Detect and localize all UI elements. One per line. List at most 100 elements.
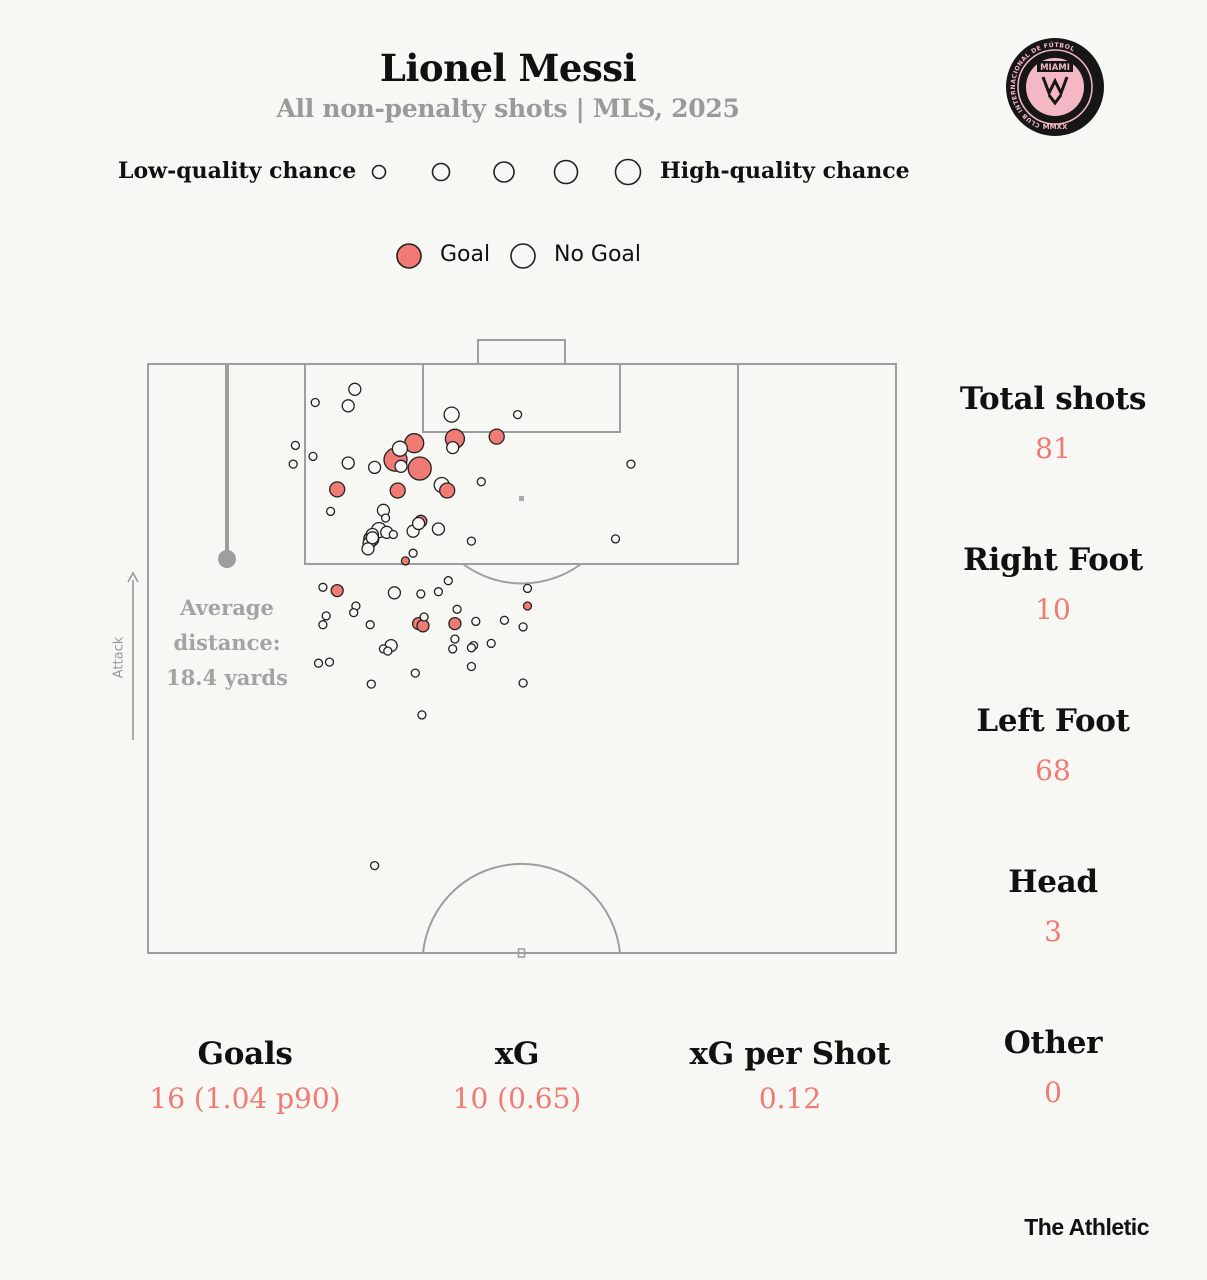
shot-nogoal-marker	[361, 542, 375, 556]
shot-nogoal-marker	[341, 456, 355, 470]
low-quality-label: Low-quality chance	[118, 158, 357, 184]
shot-nogoal-marker	[290, 440, 301, 451]
shot-nogoal-marker	[443, 406, 460, 423]
left-foot-value: 68	[1035, 754, 1071, 787]
shot-nogoal-marker	[318, 582, 328, 592]
shot-nogoal-marker	[310, 397, 320, 408]
penalty-box	[304, 363, 739, 565]
shot-nogoal-marker	[626, 459, 636, 469]
centre-spot	[517, 948, 526, 958]
xg-per-shot-label: xG per Shot	[689, 1036, 891, 1072]
shot-nogoal-marker	[450, 634, 460, 644]
shot-nogoal-marker	[411, 516, 426, 531]
total-shots-label: Total shots	[959, 381, 1147, 417]
shot-nogoal-marker	[341, 399, 355, 413]
shot-nogoal-marker	[499, 615, 510, 625]
shot-nogoal-marker	[366, 679, 376, 689]
average-distance-marker	[218, 550, 236, 568]
shot-nogoal-marker	[365, 531, 380, 545]
xg-per-shot-value: 0.12	[758, 1082, 822, 1115]
head-label: Head	[1008, 864, 1098, 900]
shot-nogoal-marker	[383, 646, 393, 656]
shot-goal-marker	[416, 619, 430, 633]
shot-goal-marker	[488, 428, 505, 445]
goals-label: Goals	[197, 1036, 293, 1072]
shot-nogoal-marker	[410, 668, 420, 678]
shot-nogoal-marker	[448, 644, 458, 654]
shot-nogoal-marker	[433, 587, 444, 597]
pitch-shot-map	[127, 339, 897, 958]
penalty-spot	[519, 496, 524, 501]
penalty-arc	[462, 563, 582, 585]
shot-goal-marker	[439, 482, 456, 499]
shot-nogoal-marker	[416, 589, 426, 599]
shot-goal-marker	[407, 456, 432, 481]
shot-nogoal-marker	[348, 382, 362, 396]
shot-nogoal-marker	[365, 620, 375, 630]
shot-nogoal-marker	[466, 643, 477, 653]
average-distance-label: Average distance: 18.4 yards	[148, 590, 306, 695]
right-foot-label: Right Foot	[963, 542, 1143, 578]
total-shots-value: 81	[1035, 432, 1071, 465]
shot-nogoal-marker	[610, 534, 621, 544]
shot-goal-marker	[448, 616, 462, 631]
shot-nogoal-marker	[512, 409, 523, 420]
nogoal-legend-marker	[510, 243, 536, 269]
inter-miami-crest-icon: MIAMI CLUB INTERNACIONAL DE FÚTBOL MMXX	[1006, 38, 1104, 136]
shot-nogoal-marker	[518, 622, 528, 632]
shot-nogoal-marker	[313, 658, 324, 668]
size-legend-circle	[553, 159, 579, 185]
shot-nogoal-marker	[308, 451, 318, 462]
average-distance-line2: distance:	[173, 630, 281, 655]
shot-nogoal-marker	[318, 620, 328, 630]
centre-circle	[422, 862, 621, 954]
shot-nogoal-marker	[324, 657, 335, 667]
shot-nogoal-marker	[522, 583, 533, 594]
shot-nogoal-marker	[518, 678, 528, 688]
average-distance-line1: Average	[180, 595, 274, 620]
size-legend-circle	[371, 164, 387, 180]
shot-nogoal-marker	[452, 604, 462, 614]
shot-nogoal-marker	[466, 661, 477, 672]
shot-nogoal-marker	[387, 586, 402, 600]
goal-frame	[477, 339, 566, 365]
page-title: Lionel Messi	[379, 46, 637, 90]
size-legend-circle	[493, 161, 515, 183]
shot-nogoal-marker	[417, 710, 427, 720]
right-foot-value: 10	[1035, 593, 1071, 626]
attack-label: Attack	[111, 636, 127, 679]
head-value: 3	[1044, 915, 1062, 948]
shot-nogoal-marker	[325, 506, 336, 517]
shot-nogoal-marker	[394, 459, 408, 473]
high-quality-label: High-quality chance	[660, 158, 910, 184]
size-legend	[371, 158, 642, 186]
shot-goal-marker	[329, 481, 346, 498]
xg-value: 10 (0.65)	[452, 1082, 582, 1115]
shot-nogoal-marker	[367, 460, 382, 475]
xg-label: xG	[494, 1036, 540, 1072]
shot-nogoal-marker	[466, 536, 477, 546]
shot-nogoal-marker	[419, 612, 429, 622]
goal-legend-marker	[396, 243, 422, 269]
shot-nogoal-marker	[471, 616, 481, 627]
brand-logo: The Athletic	[1024, 1214, 1149, 1240]
shot-nogoal-marker	[408, 548, 418, 558]
shot-nogoal-marker	[391, 440, 409, 457]
size-legend-circle	[614, 158, 642, 186]
shot-nogoal-marker	[388, 529, 398, 540]
shot-nogoal-marker	[288, 459, 298, 469]
shot-nogoal-marker	[349, 607, 359, 618]
left-foot-label: Left Foot	[976, 703, 1130, 739]
shot-goal-marker	[522, 601, 533, 611]
other-value: 0	[1044, 1076, 1062, 1109]
shot-goal-marker	[330, 583, 344, 598]
shot-nogoal-marker	[476, 477, 486, 487]
goal-legend-label: Goal	[440, 242, 491, 267]
shot-nogoal-marker	[446, 440, 460, 455]
shot-nogoal-marker	[321, 611, 331, 621]
shot-nogoal-marker	[380, 513, 391, 523]
goals-value: 16 (1.04 p90)	[149, 1082, 341, 1115]
shot-goal-marker	[389, 482, 406, 499]
nogoal-legend-label: No Goal	[554, 242, 642, 267]
average-distance-line3: 18.4 yards	[166, 665, 288, 690]
